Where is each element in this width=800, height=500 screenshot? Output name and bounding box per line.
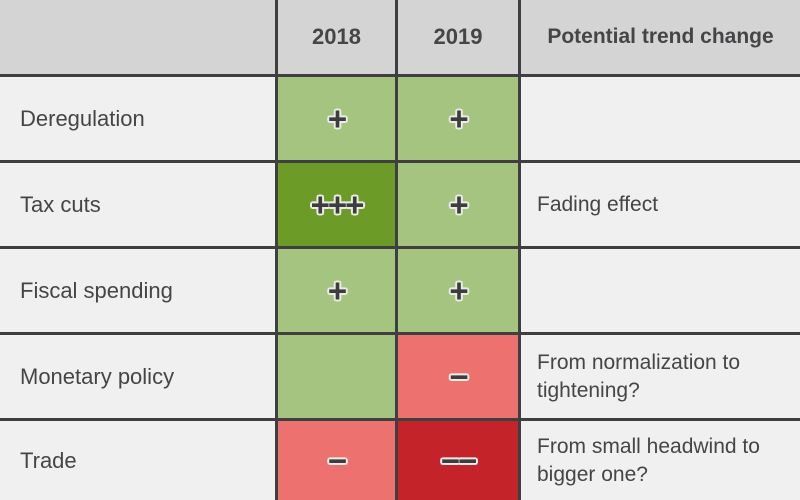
cell-fiscal-spending-2018: +: [275, 246, 395, 332]
row-label-tax-cuts: Tax cuts: [0, 160, 275, 246]
plus-symbol: +: [327, 100, 347, 137]
triple-plus-symbol: +++: [310, 186, 365, 223]
trend-cell-fiscal-spending: [518, 246, 800, 332]
row-label-trade: Trade: [0, 418, 275, 500]
header-cell-2018: 2018: [275, 0, 395, 74]
plus-symbol: +: [327, 272, 347, 309]
plus-symbol: +: [449, 186, 468, 223]
cell-fiscal-spending-2019: +: [395, 246, 518, 332]
cell-trade-2019: −−: [395, 418, 518, 500]
header-cell-blank: [0, 0, 275, 74]
cell-deregulation-2019: +: [395, 74, 518, 160]
trend-text: Fading effect: [537, 192, 659, 216]
cell-monetary-policy-2019: −: [395, 332, 518, 418]
trend-cell-monetary-policy: From normalization to tightening?: [518, 332, 800, 418]
trend-text: From small headwind to bigger one?: [537, 434, 760, 486]
row-label-deregulation: Deregulation: [0, 74, 275, 160]
plus-symbol: +: [449, 272, 468, 309]
row-label-fiscal-spending: Fiscal spending: [0, 246, 275, 332]
cell-tax-cuts-2019: +: [395, 160, 518, 246]
trend-text: From normalization to tightening?: [537, 350, 741, 402]
cell-monetary-policy-2018: [275, 332, 395, 418]
row-label-monetary-policy: Monetary policy: [0, 332, 275, 418]
trend-cell-trade: From small headwind to bigger one?: [518, 418, 800, 500]
double-minus-symbol: −−: [440, 442, 478, 479]
minus-symbol: −: [327, 442, 347, 479]
header-cell-2019: 2019: [395, 0, 518, 74]
trend-cell-deregulation: [518, 74, 800, 160]
plus-symbol: +: [449, 100, 468, 137]
header-cell-trend-change: Potential trend change: [518, 0, 800, 74]
cell-deregulation-2018: +: [275, 74, 395, 160]
cell-trade-2018: −: [275, 418, 395, 500]
trend-cell-tax-cuts: Fading effect: [518, 160, 800, 246]
minus-symbol: −: [449, 358, 468, 395]
cell-tax-cuts-2018: +++: [275, 160, 395, 246]
